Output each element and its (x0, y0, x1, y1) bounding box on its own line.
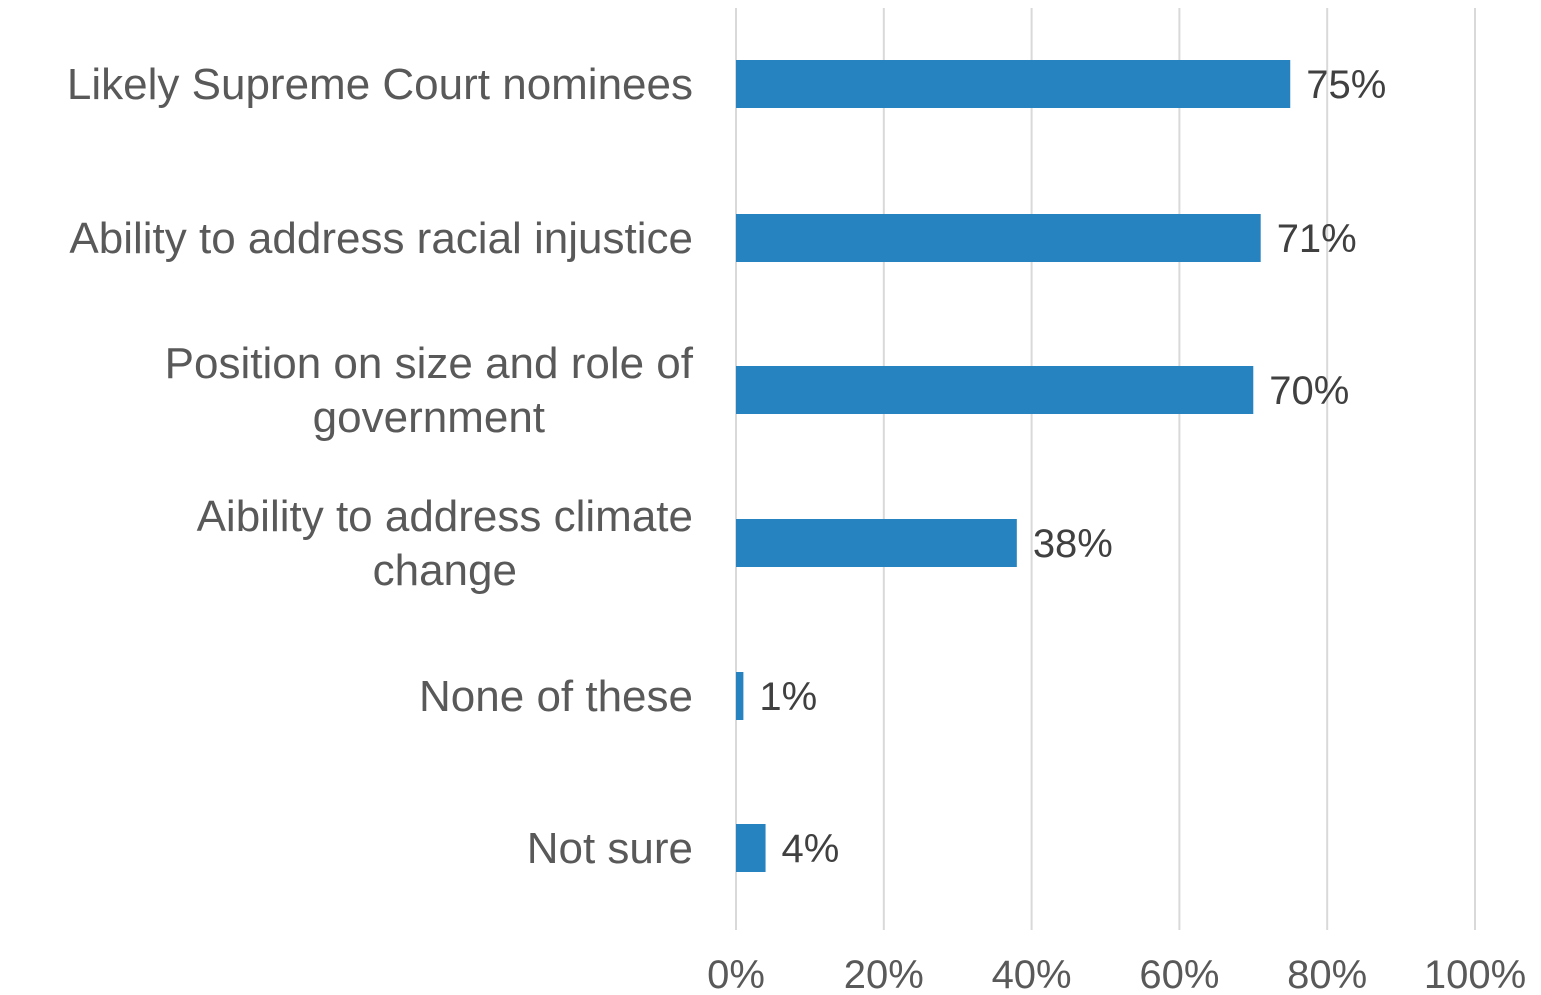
gridlines (735, 8, 1476, 930)
category-label-line: change (373, 546, 517, 595)
data-label: 1% (759, 675, 817, 719)
x-tick-label: 0% (707, 953, 765, 995)
x-tick-label: 40% (992, 953, 1072, 995)
bar (736, 519, 1017, 567)
x-tick-label: 60% (1139, 953, 1219, 995)
category-label-line: None of these (419, 672, 693, 721)
x-tick-label: 20% (844, 953, 924, 995)
bar (736, 366, 1254, 414)
bar (736, 824, 766, 872)
category-label-line: Not sure (527, 824, 693, 873)
x-axis-tick-labels: 0% 20% 40% 60% 80% 100% (707, 953, 1526, 995)
x-tick-label: 80% (1287, 953, 1367, 995)
data-label: 4% (782, 827, 840, 871)
bars (736, 60, 1291, 872)
category-label-line: government (313, 393, 545, 442)
data-label: 38% (1033, 522, 1113, 566)
bar (736, 214, 1261, 262)
data-labels: 75% 71% 70% 38% 1% 4% (759, 63, 1386, 871)
category-label: Position on size and role of government (165, 339, 694, 442)
category-label-line: Position on size and role of (165, 339, 694, 388)
category-label: Likely Supreme Court nominees (67, 60, 693, 109)
bar (736, 60, 1291, 108)
category-label-line: Ability to address racial injustice (69, 214, 693, 263)
category-label-line: Aibility to address climate (197, 492, 693, 541)
category-labels: Likely Supreme Court nominees Ability to … (67, 60, 694, 873)
data-label: 75% (1306, 63, 1386, 107)
category-label: Ability to address racial injustice (69, 214, 693, 263)
category-label: Aibility to address climate change (197, 492, 693, 595)
data-label: 70% (1269, 369, 1349, 413)
category-label: Not sure (527, 824, 693, 873)
data-label: 71% (1277, 217, 1357, 261)
category-label-line: Likely Supreme Court nominees (67, 60, 693, 109)
bar (736, 672, 744, 720)
category-label: None of these (419, 672, 693, 721)
x-tick-label: 100% (1424, 953, 1526, 995)
